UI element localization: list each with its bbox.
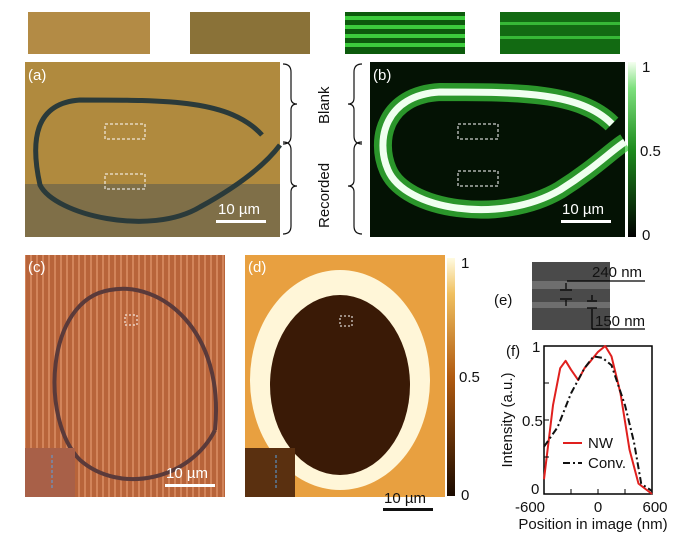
ytick-05: 0.5	[522, 413, 543, 430]
strip-blank-fluorescence	[345, 12, 465, 54]
xtick-0: 0	[594, 499, 602, 516]
panel-label-b: (b)	[373, 67, 391, 84]
region-braces	[282, 63, 363, 235]
dimension-label-240nm: 240 nm	[592, 264, 642, 281]
panel-d-image	[245, 255, 445, 511]
legend-label-nw: NW	[588, 435, 614, 452]
y-axis-label: Intensity (a.u.)	[499, 372, 516, 467]
colorbar-b-tick-05: 0.5	[640, 143, 661, 160]
strip-recorded-fluorescence	[500, 12, 620, 54]
series-line-nw	[543, 345, 653, 495]
panel-label-c: (c)	[28, 259, 46, 276]
panel-label-f: (f)	[506, 343, 520, 360]
scale-bar-label-c: 10 µm	[166, 465, 208, 482]
scale-bar-label-d: 10 µm	[384, 490, 426, 507]
ytick-1: 1	[532, 339, 540, 356]
scale-bar-label-b: 10 µm	[562, 201, 604, 218]
x-axis-label: Position in image (nm)	[518, 516, 667, 533]
colorbar-d-tick-05: 0.5	[459, 369, 480, 386]
intensity-profile-chart: 0 0.5 1 -600 0 600 Position in image (nm…	[499, 339, 668, 533]
colorbar-d-tick-1: 1	[461, 255, 469, 272]
panel-label-d: (d)	[248, 259, 266, 276]
region-label-recorded: Recorded	[316, 163, 333, 228]
colorbar-d	[447, 258, 455, 496]
legend-label-conv: Conv.	[588, 455, 626, 472]
ytick-0: 0	[531, 481, 539, 498]
panel-b-image	[370, 62, 630, 237]
panel-e-image	[532, 262, 645, 330]
region-label-blank: Blank	[316, 86, 333, 124]
colorbar-b-tick-1: 1	[642, 59, 650, 76]
xtick-600: 600	[642, 499, 667, 516]
panel-a-image	[25, 62, 282, 237]
series-line-conv	[543, 355, 653, 492]
colorbar-d-tick-0: 0	[461, 487, 469, 504]
scale-bar-label-a: 10 µm	[218, 201, 260, 218]
xtick-neg600: -600	[515, 499, 545, 516]
strip-blank-optical	[28, 12, 150, 54]
strip-recorded-optical	[190, 12, 310, 54]
panel-c-image	[25, 255, 225, 497]
dimension-label-150nm: 150 nm	[595, 313, 645, 330]
colorbar-b	[628, 62, 636, 237]
colorbar-b-tick-0: 0	[642, 227, 650, 244]
panel-label-a: (a)	[28, 67, 46, 84]
panel-label-e: (e)	[494, 292, 512, 309]
